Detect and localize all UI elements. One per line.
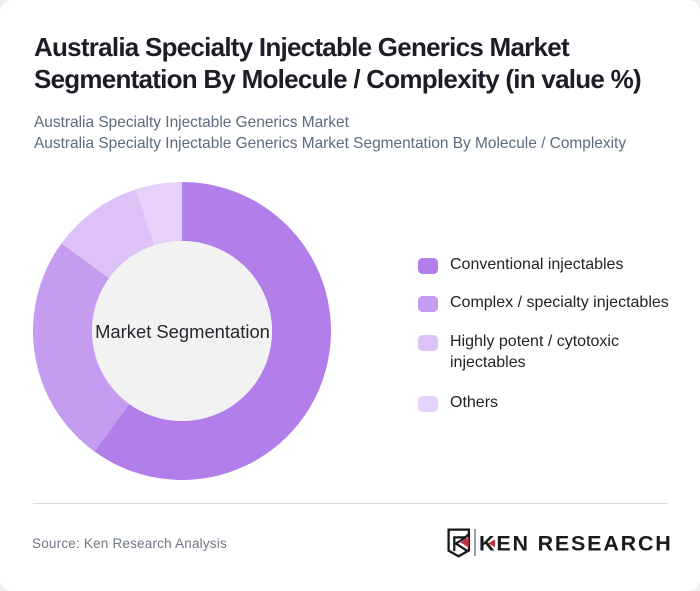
svg-text:KEN RESEARCH: KEN RESEARCH [479,532,673,556]
